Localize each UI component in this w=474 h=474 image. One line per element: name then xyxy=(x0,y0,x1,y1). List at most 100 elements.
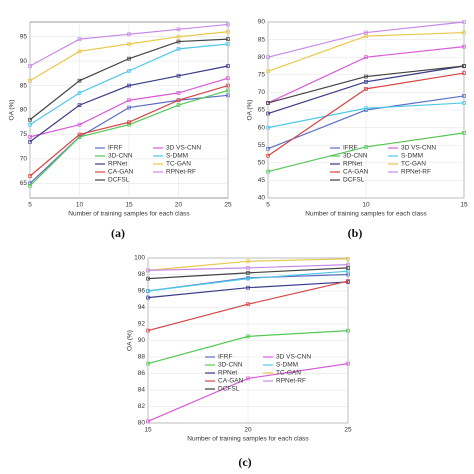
point-marker xyxy=(246,266,250,270)
point-marker xyxy=(176,91,181,95)
series-line xyxy=(147,330,349,365)
x-tick-label: 10 xyxy=(76,202,84,209)
y-tick-label: 90 xyxy=(138,337,146,344)
point-marker xyxy=(28,64,32,68)
point-marker xyxy=(266,125,270,130)
y-tick-label: 75 xyxy=(258,72,266,79)
point-marker xyxy=(462,131,466,135)
legend-label: S-DMM xyxy=(276,362,298,369)
point-marker xyxy=(364,106,368,111)
point-marker xyxy=(346,361,350,366)
y-tick-label: 88 xyxy=(138,354,146,361)
point-marker xyxy=(226,64,230,68)
y-tick-label: 70 xyxy=(20,156,28,163)
series-line xyxy=(29,43,229,126)
point-marker xyxy=(28,174,32,178)
point-marker xyxy=(77,91,82,95)
point-marker xyxy=(146,295,150,300)
point-marker xyxy=(266,153,270,158)
caption: (a) xyxy=(111,226,125,240)
y-tick-label: 85 xyxy=(258,36,266,43)
series-line xyxy=(29,65,229,143)
x-axis-label: Number of training samples for each clas… xyxy=(68,211,190,218)
point-marker xyxy=(127,69,131,73)
point-marker xyxy=(176,27,181,32)
point-marker xyxy=(246,302,250,307)
point-marker xyxy=(176,103,181,107)
point-marker xyxy=(364,55,368,60)
y-tick-label: 65 xyxy=(258,107,266,114)
legend-label: TC-GAN xyxy=(401,161,426,168)
y-tick-label: 96 xyxy=(138,288,146,295)
point-marker xyxy=(77,122,82,127)
point-marker xyxy=(127,98,131,103)
y-tick-label: 70 xyxy=(258,89,266,96)
x-tick-label: 15 xyxy=(460,202,468,209)
y-tick-label: 85 xyxy=(20,82,28,89)
point-marker xyxy=(77,37,82,41)
x-tick-label: 15 xyxy=(144,427,152,434)
point-marker xyxy=(28,183,32,188)
point-marker xyxy=(346,256,350,261)
point-marker xyxy=(77,49,82,54)
series-line xyxy=(267,31,465,72)
point-marker xyxy=(266,69,270,74)
y-tick-label: 65 xyxy=(20,180,28,187)
point-marker xyxy=(127,56,131,61)
y-tick-label: 80 xyxy=(258,54,266,61)
x-tick-label: 25 xyxy=(224,202,232,209)
point-marker xyxy=(346,328,350,333)
point-marker xyxy=(127,32,131,37)
point-marker xyxy=(127,42,131,46)
point-marker xyxy=(462,71,466,75)
x-tick-label: 20 xyxy=(244,427,252,434)
point-marker xyxy=(246,276,250,281)
series-line xyxy=(147,267,349,280)
y-axis-label: OA (%) xyxy=(127,330,134,351)
point-marker xyxy=(346,266,350,270)
legend-label: 3D-CNN xyxy=(218,362,243,369)
caption: (b) xyxy=(348,226,363,240)
point-marker xyxy=(176,73,181,78)
point-marker xyxy=(28,78,32,83)
point-marker xyxy=(462,20,466,24)
legend-label: 3D-CNN xyxy=(343,153,368,160)
point-marker xyxy=(77,135,82,139)
point-marker xyxy=(226,37,230,41)
point-marker xyxy=(364,145,368,149)
legend-label: RPNet-RF xyxy=(166,169,196,176)
legend-label: 3D-CNN xyxy=(108,153,133,160)
point-marker xyxy=(28,122,32,127)
point-marker xyxy=(28,135,32,139)
point-marker xyxy=(226,29,230,34)
point-marker xyxy=(246,334,250,339)
x-tick-label: 10 xyxy=(362,202,370,209)
point-marker xyxy=(246,285,250,290)
point-marker xyxy=(176,98,181,103)
point-marker xyxy=(146,289,150,293)
series-line xyxy=(29,84,229,177)
y-tick-label: 40 xyxy=(258,195,266,202)
point-marker xyxy=(28,139,32,144)
point-marker xyxy=(176,34,181,39)
point-marker xyxy=(146,419,150,424)
point-marker xyxy=(127,83,131,88)
series-line xyxy=(29,38,229,121)
y-tick-label: 80 xyxy=(20,107,28,114)
series-line xyxy=(267,72,465,157)
point-marker xyxy=(127,120,131,125)
legend-label: S-DMM xyxy=(166,153,188,160)
legend-label: CA-GAN xyxy=(343,169,369,176)
series-line xyxy=(147,281,349,299)
series-line xyxy=(267,21,465,58)
point-marker xyxy=(28,181,32,186)
legend-label: IFRF xyxy=(108,145,122,152)
y-tick-label: 82 xyxy=(138,403,146,410)
legend-label: DCFSL xyxy=(343,177,365,184)
series-line xyxy=(147,363,349,422)
x-axis-label: Number of training samples for each clas… xyxy=(187,436,309,443)
series-line xyxy=(267,46,465,104)
y-tick-label: 60 xyxy=(258,124,266,131)
series-line xyxy=(29,89,229,187)
legend-label: RPNet xyxy=(343,161,362,168)
